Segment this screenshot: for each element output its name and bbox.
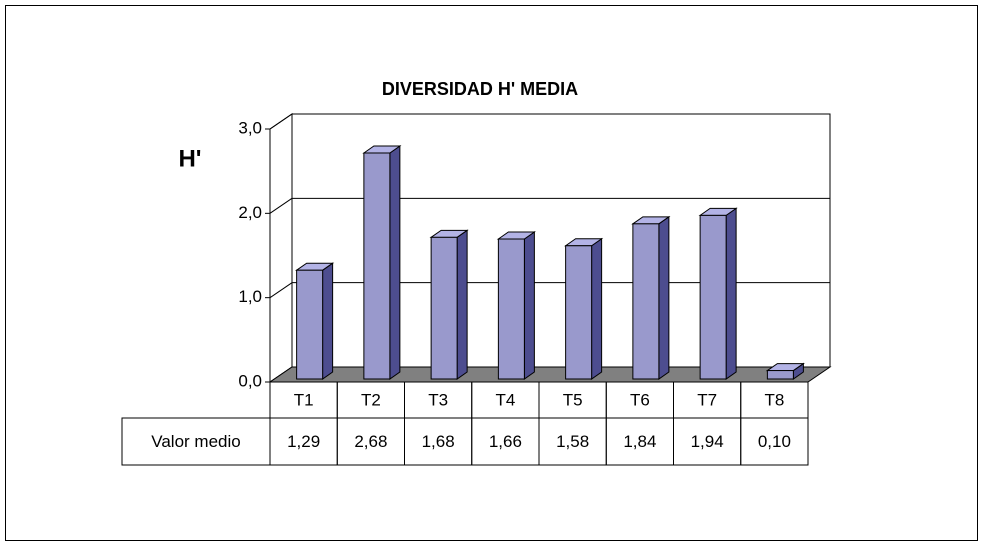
value-label: 1,68 bbox=[422, 432, 455, 451]
bar bbox=[430, 236, 458, 380]
x-tick-label: T5 bbox=[563, 390, 583, 409]
bar bbox=[497, 238, 525, 380]
series-label: Valor medio bbox=[151, 432, 240, 451]
grid-line bbox=[269, 113, 293, 130]
x-tick-label: T8 bbox=[764, 390, 784, 409]
bar-side bbox=[523, 231, 535, 380]
y-tick-label: 1,0 bbox=[238, 287, 262, 306]
x-tick-label: T1 bbox=[294, 390, 314, 409]
table-cell bbox=[740, 417, 809, 466]
value-label: 1,29 bbox=[287, 432, 320, 451]
bar-side bbox=[725, 207, 737, 380]
value-label: 1,66 bbox=[489, 432, 522, 451]
bar-side bbox=[322, 262, 334, 380]
bar bbox=[766, 370, 794, 380]
bar-side bbox=[389, 145, 401, 380]
bar bbox=[363, 152, 391, 380]
bar-side bbox=[456, 229, 468, 380]
value-label: 1,94 bbox=[691, 432, 724, 451]
bar bbox=[699, 214, 727, 380]
bar bbox=[296, 269, 324, 380]
bar-side bbox=[658, 215, 670, 380]
value-label: 1,84 bbox=[623, 432, 656, 451]
bar-side bbox=[591, 237, 603, 380]
y-tick-label: 2,0 bbox=[238, 203, 262, 222]
x-tick-label: T4 bbox=[495, 390, 515, 409]
y-tick-label: 0,0 bbox=[238, 371, 262, 390]
grid-line bbox=[269, 197, 293, 214]
y-tick-label: 3,0 bbox=[238, 118, 262, 137]
value-label: 2,68 bbox=[354, 432, 387, 451]
x-tick-label: T3 bbox=[428, 390, 448, 409]
value-label: 1,58 bbox=[556, 432, 589, 451]
chart-title: DIVERSIDAD H' MEDIA bbox=[382, 79, 578, 99]
bar bbox=[565, 245, 593, 380]
x-tick-label: T6 bbox=[630, 390, 650, 409]
x-tick-label: T2 bbox=[361, 390, 381, 409]
grid-line bbox=[269, 282, 293, 299]
bar bbox=[632, 223, 660, 380]
y-axis-label: H' bbox=[178, 145, 201, 172]
floor bbox=[268, 366, 832, 383]
side-wall bbox=[269, 113, 293, 383]
x-tick-label: T7 bbox=[697, 390, 717, 409]
value-label: 0,10 bbox=[758, 432, 791, 451]
